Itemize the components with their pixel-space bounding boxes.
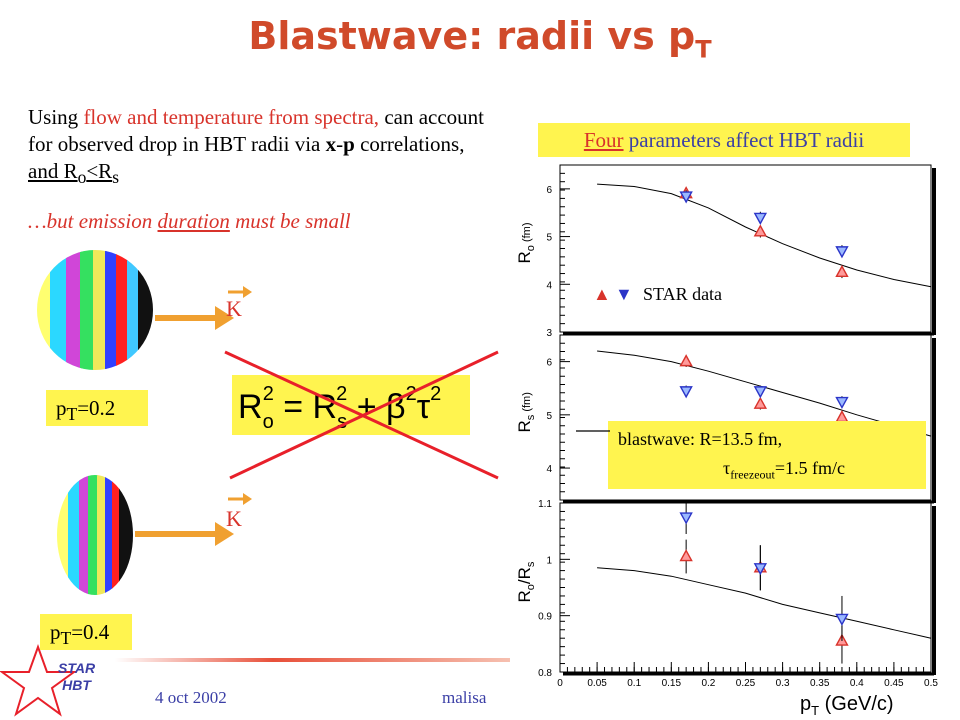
formula-cross-out (224, 350, 499, 480)
x-tick-label: 0 (557, 678, 563, 689)
source-sphere-bottom (57, 475, 133, 595)
source-sphere-top (37, 250, 153, 370)
y-tick-label-top: 4 (546, 280, 552, 291)
point-up-top (835, 264, 849, 278)
blastwave-curve-bottom (597, 567, 932, 639)
slide-title: Blastwave: radii vs pT (248, 14, 712, 64)
star-logo-icon (0, 644, 78, 717)
y-tick-label-bottom: 0.8 (538, 668, 552, 679)
x-tick-label: 0.05 (587, 678, 607, 689)
star-hbt-label: STAR HBT (58, 660, 96, 693)
formula-sq2: 2 (336, 383, 347, 405)
point-up-bottom (679, 549, 693, 562)
point-down-top (679, 191, 693, 204)
x-tick-label: 0.5 (924, 678, 938, 689)
panel-frame-top (559, 164, 932, 333)
formula-eq: = R (274, 388, 337, 426)
x-tick-label: 0.3 (776, 678, 790, 689)
point-down-middle (753, 386, 768, 399)
x-tick-label: 0.2 (701, 678, 715, 689)
four-parameters-box: Four parameters affect HBT radii (538, 123, 910, 157)
legend-up-triangle-icon: ▲ (593, 284, 611, 304)
k-arrow-top (155, 286, 252, 330)
blastwave-legend-line (576, 430, 610, 432)
y-tick-label-middle: 6 (546, 358, 552, 369)
intro-text: Using flow and temperature from spectra,… (28, 105, 485, 188)
point-down-bottom (835, 613, 849, 626)
y-tick-label-top: 3 (546, 328, 552, 339)
formula-sq4: 2 (430, 383, 441, 405)
y-tick-label-middle: 4 (546, 464, 552, 475)
point-down-top (753, 212, 768, 225)
blastwave-line1: blastwave: R=13.5 fm, (618, 429, 783, 449)
formula-o: o (263, 411, 274, 433)
hbt-radii-chart: 3 4 5 6 Ro (fm) 4 5 6 Rs (fm) 0.8 0.9 1 1.1 Ro/Rs 0 0.0… (515, 164, 938, 718)
footer-rule (115, 658, 510, 662)
x-tick-label: 0.4 (850, 678, 864, 689)
footer-author: malisa (442, 688, 487, 707)
k-arrow-bottom (135, 493, 252, 546)
y-tick-label-top: 6 (546, 185, 552, 196)
point-down-bottom (679, 512, 693, 525)
point-down-top (835, 246, 849, 259)
svg-text:Ro2 = Rs2 + β2τ2: Ro2 = Rs2 + β2τ2 (238, 383, 441, 433)
formula-tau: τ (417, 388, 431, 426)
x-tick-label: 0.25 (736, 678, 756, 689)
k-label-top: K (226, 296, 242, 321)
x-tick-label: 0.15 (662, 678, 682, 689)
duration-caveat: …but emission duration must be small (28, 209, 351, 233)
y-tick-label-bottom: 0.9 (538, 612, 552, 623)
y-axis-label-middle: Rs (fm) (515, 392, 537, 432)
panel-frame-bottom (559, 502, 932, 673)
blastwave-box: blastwave: R=13.5 fm, τfreezeout=1.5 fm/… (608, 421, 926, 489)
y-axis-label-bottom: Ro/Rs (515, 561, 537, 602)
point-up-top (753, 224, 768, 237)
legend-down-triangle-icon: ▼ (615, 284, 633, 304)
x-tick-label: 0.1 (627, 678, 641, 689)
x-tick-label: 0.35 (810, 678, 830, 689)
y-tick-label-middle: 5 (546, 411, 552, 422)
legend-star-data: ▲ ▼ STAR data (593, 284, 723, 304)
point-up-middle (835, 410, 849, 423)
blastwave-line2: τfreezeout=1.5 fm/c (723, 458, 846, 482)
formula-box: Ro2 = Rs2 + β2τ2 (232, 375, 470, 435)
pt-label-top: pT=0.2 (46, 390, 148, 426)
point-down-bottom (753, 563, 768, 576)
x-axis-label: pT (GeV/c) (800, 693, 894, 718)
y-axis-label-top: Ro (fm) (515, 222, 537, 263)
point-down-middle (835, 396, 849, 409)
formula-sq1: 2 (263, 383, 274, 405)
pt-label-bottom: pT=0.4 (40, 614, 132, 650)
point-up-middle (679, 354, 693, 367)
y-tick-label-bottom: 1 (546, 555, 552, 566)
footer-date: 4 oct 2002 (155, 688, 227, 707)
y-tick-label-top: 5 (546, 233, 552, 244)
point-down-middle (679, 386, 693, 399)
formula-lhs: R (238, 388, 263, 426)
y-tick-label-bottom: 1.1 (538, 499, 552, 510)
k-label-bottom: K (226, 506, 242, 531)
x-tick-label: 0.45 (884, 678, 904, 689)
formula-s: s (337, 411, 347, 433)
point-up-middle (753, 396, 768, 409)
